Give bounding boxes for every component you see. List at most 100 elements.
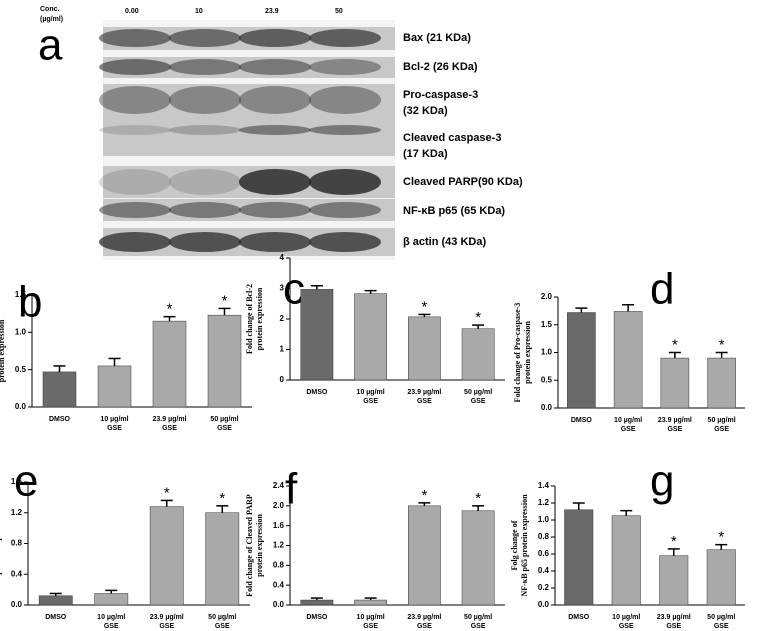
x-tick-label: GSE (417, 623, 432, 630)
x-tick-label: DMSO (306, 614, 328, 621)
panel-letter: b (18, 278, 42, 327)
panel-letter: c (283, 265, 305, 314)
blot-label: (32 KDa) (403, 105, 448, 117)
blot-band (99, 125, 171, 135)
blot-strip (103, 57, 395, 78)
x-tick-label: GSE (159, 623, 174, 630)
y-tick-label: 1.2 (538, 498, 550, 507)
blot-band (309, 232, 381, 252)
y-tick-label: 1.5 (541, 320, 553, 329)
blot-band (169, 125, 241, 135)
x-tick-label: 50 µg/ml (464, 614, 492, 621)
blot-band (309, 86, 381, 114)
significance-marker: * (672, 336, 678, 353)
panel-letter: g (650, 457, 674, 506)
y-tick-label: 0.2 (538, 583, 550, 592)
bar (707, 357, 736, 409)
y-tick-label: 0.8 (538, 532, 550, 541)
y-tick-label: 1.0 (541, 348, 553, 357)
significance-marker: * (475, 309, 481, 326)
blot-label: NF-κB p65 (65 KDa) (403, 205, 505, 217)
x-tick-label: DMSO (306, 389, 328, 396)
blot-band (309, 202, 381, 218)
y-axis-label: protein expression (0, 319, 6, 382)
blot-band (99, 29, 171, 47)
x-tick-label: 50 µg/ml (708, 417, 736, 424)
blot-label: Cleaved caspase-3 (403, 132, 501, 144)
x-tick-label: GSE (107, 425, 122, 432)
x-tick-label: GSE (417, 398, 432, 405)
y-tick-label: 1.2 (11, 508, 23, 517)
bar (94, 593, 129, 606)
y-tick-label: 1.0 (15, 327, 27, 336)
y-tick-label: 0.0 (273, 600, 285, 609)
x-tick-label: GSE (714, 426, 729, 433)
significance-marker: * (164, 484, 170, 501)
concentration: 50 (335, 8, 343, 15)
y-tick-label: 0.0 (538, 600, 550, 609)
bar (660, 357, 690, 409)
y-axis-label: protein expression (0, 512, 2, 575)
y-axis-label: Fold change of Bcl-2 (245, 284, 254, 354)
x-tick-label: 10 µg/ml (97, 614, 125, 621)
x-tick-label: GSE (714, 623, 729, 630)
blot-band (239, 125, 311, 135)
blot-band (309, 59, 381, 75)
y-axis-label: Fold change of Pro-caspase-3 (513, 303, 522, 403)
blot-band (169, 86, 241, 114)
blot-band (169, 202, 241, 218)
y-tick-label: 1.6 (273, 521, 285, 530)
blot-band (239, 29, 311, 47)
x-tick-label: 10 µg/ml (357, 614, 385, 621)
bar (152, 320, 187, 408)
conc-label: Conc. (40, 6, 60, 13)
blot-band (99, 169, 171, 195)
x-tick-label: GSE (621, 426, 636, 433)
x-tick-label: 23.9 µg/ml (657, 614, 691, 621)
bar (408, 316, 441, 381)
bar (564, 509, 594, 606)
x-tick-label: 23.9 µg/ml (658, 417, 692, 424)
blot-band (239, 59, 311, 75)
bar (354, 599, 387, 606)
x-tick-label: 23.9 µg/ml (407, 614, 441, 621)
x-tick-label: GSE (215, 623, 230, 630)
y-tick-label: 0.8 (11, 539, 23, 548)
y-tick-label: 0.0 (541, 403, 553, 412)
panel-letter: e (14, 457, 38, 506)
y-tick-label: 0.5 (541, 375, 553, 384)
blot-label: (17 KDa) (403, 148, 448, 160)
blot-band (99, 202, 171, 218)
bar (207, 314, 242, 408)
blot-label: Bcl-2 (26 KDa) (403, 61, 478, 73)
significance-marker: * (167, 301, 173, 318)
y-tick-label: 3 (280, 284, 285, 293)
bar (461, 328, 495, 381)
x-tick-label: GSE (104, 623, 119, 630)
bar (706, 549, 736, 606)
y-tick-label: 0.5 (15, 365, 27, 374)
y-axis-label: NF-κB p65 protein expression (520, 494, 529, 597)
x-tick-label: 23.9 µg/ml (150, 614, 184, 621)
concentration: 23.9 (265, 8, 279, 15)
bar (613, 311, 643, 409)
blot-band (309, 169, 381, 195)
x-tick-label: 23.9 µg/ml (407, 389, 441, 396)
blot-band (239, 169, 311, 195)
x-tick-label: GSE (217, 425, 232, 432)
x-tick-label: 50 µg/ml (210, 416, 238, 423)
x-tick-label: GSE (162, 425, 177, 432)
significance-marker: * (719, 336, 725, 353)
x-tick-label: DMSO (49, 416, 71, 423)
x-tick-label: GSE (666, 623, 681, 630)
blot-band (169, 169, 241, 195)
blot-band (99, 232, 171, 252)
bar (42, 371, 77, 408)
blot-band (239, 86, 311, 114)
bar (408, 505, 441, 606)
y-axis-label: protein expression (255, 287, 264, 350)
y-tick-label: 0.4 (11, 569, 23, 578)
panel-letter: a (38, 21, 63, 70)
x-tick-label: GSE (619, 623, 634, 630)
